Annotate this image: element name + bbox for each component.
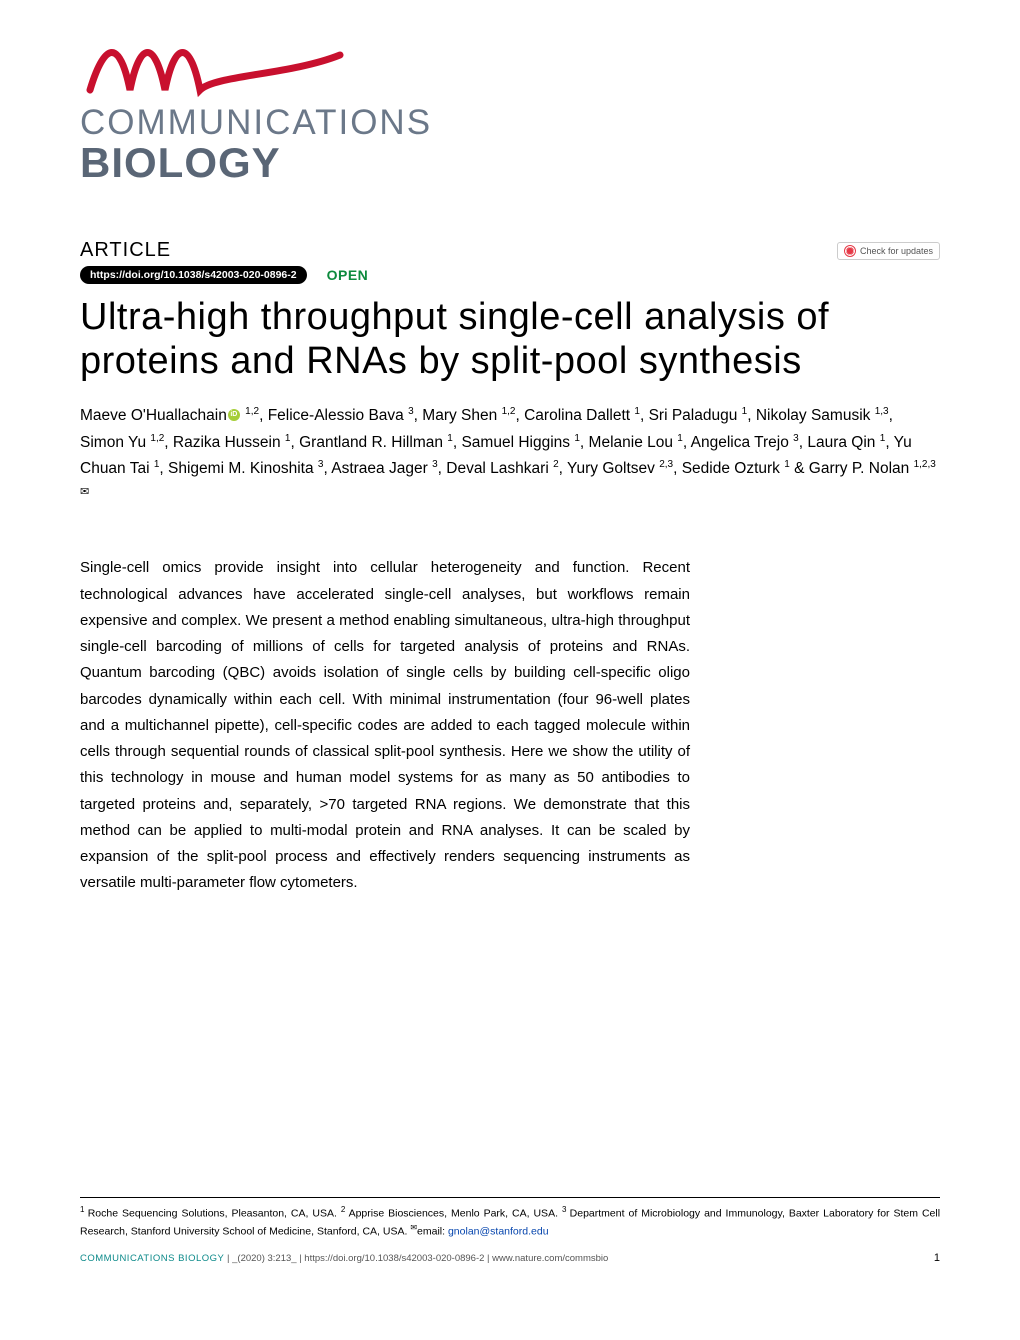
article-title: Ultra-high throughput single-cell analys… xyxy=(80,296,940,383)
author-affiliation-ref: 3 xyxy=(408,406,414,417)
orcid-icon[interactable] xyxy=(228,409,240,421)
author-affiliation-ref: 3 xyxy=(432,459,438,470)
author-affiliation-ref: 2 xyxy=(553,459,559,470)
author-affiliation-ref: 1 xyxy=(574,433,580,444)
author-affiliation-ref: 1,2 xyxy=(150,433,164,444)
author: Sedide Ozturk xyxy=(682,461,780,478)
author: Astraea Jager xyxy=(331,461,428,478)
authors-list: Maeve O'Huallachain 1,2, Felice-Alessio … xyxy=(80,403,940,510)
author: Grantland R. Hillman xyxy=(299,434,443,451)
author: Yury Goltsev xyxy=(567,461,655,478)
affiliation-text: Roche Sequencing Solutions, Pleasanton, … xyxy=(88,1207,341,1219)
author: Laura Qin xyxy=(807,434,875,451)
author: Mary Shen xyxy=(422,408,497,425)
author: Simon Yu xyxy=(80,434,146,451)
author: Samuel Higgins xyxy=(461,434,570,451)
author: Garry P. Nolan xyxy=(809,461,910,478)
affiliation-text: Apprise Biosciences, Menlo Park, CA, USA… xyxy=(349,1207,562,1219)
journal-logo: COMMUNICATIONS BIOLOGY xyxy=(80,30,940,184)
check-updates-button[interactable]: Check for updates xyxy=(837,242,940,260)
author: Shigemi M. Kinoshita xyxy=(168,461,314,478)
author-affiliation-ref: 1,2 xyxy=(245,406,259,417)
author-affiliation-ref: 1 xyxy=(447,433,453,444)
author-affiliation-ref: 3 xyxy=(793,433,799,444)
email-label: email: xyxy=(417,1225,448,1237)
author-affiliation-ref: 2,3 xyxy=(659,459,673,470)
journal-name-line-1: COMMUNICATIONS xyxy=(80,105,940,140)
author-affiliation-ref: 1,2,3 xyxy=(914,459,936,470)
affiliation-number: 3 xyxy=(562,1205,570,1214)
page-number: 1 xyxy=(934,1252,940,1264)
open-access-label: OPEN xyxy=(327,267,369,283)
check-updates-icon xyxy=(844,245,856,257)
check-updates-label: Check for updates xyxy=(860,246,933,256)
affiliation-number: 2 xyxy=(341,1205,349,1214)
author-affiliation-ref: 1 xyxy=(742,406,748,417)
author: Nikolay Samusik xyxy=(756,408,871,425)
author-affiliation-ref: 1 xyxy=(677,433,683,444)
citation-journal: COMMUNICATIONS BIOLOGY xyxy=(80,1253,224,1264)
author: Felice-Alessio Bava xyxy=(268,408,404,425)
article-type-label: ARTICLE xyxy=(80,239,171,262)
corresponding-email-link[interactable]: gnolan@stanford.edu xyxy=(448,1225,549,1237)
footer-row: COMMUNICATIONS BIOLOGY | _(2020) 3:213_ … xyxy=(80,1252,940,1264)
author-affiliation-ref: 1 xyxy=(285,433,291,444)
abstract-text: Single-cell omics provide insight into c… xyxy=(80,555,690,896)
author-affiliation-ref: 1 xyxy=(880,433,886,444)
author-affiliation-ref: 1 xyxy=(634,406,640,417)
author: Maeve O'Huallachain xyxy=(80,408,227,425)
corresponding-author-icon: ✉ xyxy=(80,483,89,502)
citation-line: COMMUNICATIONS BIOLOGY | _(2020) 3:213_ … xyxy=(80,1253,608,1264)
author-affiliation-ref: 1,3 xyxy=(875,406,889,417)
doi-row: https://doi.org/10.1038/s42003-020-0896-… xyxy=(80,266,940,284)
author-affiliation-ref: 1 xyxy=(154,459,160,470)
article-header-row: ARTICLE Check for updates xyxy=(80,239,940,262)
affiliation-number: 1 xyxy=(80,1205,88,1214)
author: Melanie Lou xyxy=(589,434,673,451)
author-affiliation-ref: 1,2 xyxy=(502,406,516,417)
affiliations: 1 Roche Sequencing Solutions, Pleasanton… xyxy=(80,1204,940,1241)
author: Razika Hussein xyxy=(173,434,281,451)
author: Sri Paladugu xyxy=(649,408,738,425)
logo-mark xyxy=(80,30,940,110)
footer-separator xyxy=(80,1197,940,1198)
author: Carolina Dallett xyxy=(524,408,630,425)
journal-name-line-2: BIOLOGY xyxy=(80,142,940,184)
doi-link[interactable]: https://doi.org/10.1038/s42003-020-0896-… xyxy=(80,266,307,284)
author-affiliation-ref: 1 xyxy=(784,459,790,470)
author-affiliation-ref: 3 xyxy=(318,459,324,470)
author: Deval Lashkari xyxy=(446,461,549,478)
author: Angelica Trejo xyxy=(691,434,789,451)
citation-detail: | _(2020) 3:213_ | https://doi.org/10.10… xyxy=(227,1253,608,1264)
